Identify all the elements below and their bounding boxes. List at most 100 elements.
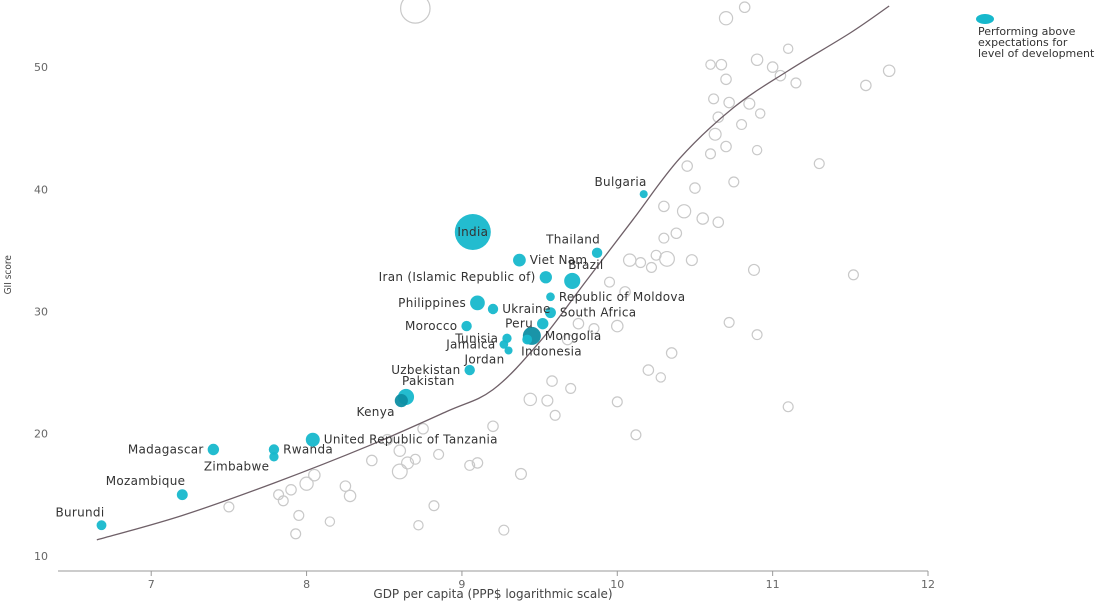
point-label: Zimbabwe [204, 459, 269, 473]
economy-point [712, 111, 725, 123]
point-label: Indonesia [521, 344, 582, 358]
economy-point [715, 58, 728, 71]
economy-point [813, 158, 825, 170]
y-tick-label: 50 [34, 61, 48, 74]
other-economies-points [223, 0, 896, 540]
point-label: Rwanda [283, 442, 333, 456]
point-label: Viet Nam [530, 253, 588, 267]
point-label: Burundi [55, 505, 104, 519]
economy-point [766, 61, 779, 73]
economy-point [782, 43, 794, 55]
point-label: Thailand [545, 233, 600, 247]
economy-point [790, 77, 802, 89]
economy-point [774, 69, 787, 82]
economy-point [603, 276, 616, 288]
economy-point-highlight [305, 432, 320, 447]
economy-point [401, 456, 415, 470]
economy-point [782, 401, 794, 413]
economy-point [728, 176, 740, 188]
trend-line [96, 5, 890, 541]
economy-point-highlight [546, 292, 555, 302]
economy-point [433, 448, 445, 460]
economy-point [705, 59, 716, 70]
economy-point [712, 216, 725, 229]
economy-point [685, 254, 698, 267]
point-label: Bulgaria [595, 175, 647, 189]
economy-point [223, 501, 235, 513]
point-label: Peru [505, 317, 533, 331]
economy-point [572, 317, 585, 330]
economy-point-highlight [176, 489, 188, 501]
economy-point [658, 232, 670, 244]
economy-point-highlight [513, 253, 526, 267]
economy-point [277, 495, 289, 507]
y-ticks: 10 20 30 40 50 [34, 61, 48, 563]
x-tick-label: 7 [148, 578, 155, 591]
economy-point-highlight [470, 295, 485, 311]
economy-point [681, 160, 693, 172]
economy-point [754, 108, 766, 119]
x-tick-label: 10 [610, 578, 624, 591]
economy-point [413, 519, 424, 531]
economy-point [546, 375, 558, 387]
point-label: Brazil [568, 258, 603, 272]
economy-point-highlight [537, 317, 549, 330]
economy-point [655, 372, 667, 383]
economy-point [514, 467, 528, 480]
economy-point-highlight [461, 320, 472, 332]
economy-point [417, 422, 429, 435]
y-tick-label: 40 [34, 183, 48, 196]
economy-point [324, 516, 336, 527]
point-label: Iran (Islamic Republic of) [379, 270, 536, 284]
economy-point [339, 480, 352, 492]
economy-point [611, 396, 623, 408]
economy-point [718, 11, 734, 26]
point-label: India [457, 225, 488, 239]
economy-point [630, 429, 642, 441]
point-label: South Africa [560, 306, 637, 320]
economy-point [723, 96, 735, 109]
economy-point [391, 463, 408, 480]
economy-point [541, 394, 554, 407]
economy-point [704, 148, 717, 160]
economy-point [498, 524, 510, 536]
point-label: Republic of Moldova [559, 290, 686, 304]
point-label: Uzbekistan [391, 363, 460, 377]
point-label: Jamaica [445, 337, 495, 351]
economy-point [723, 316, 735, 328]
economy-point [400, 0, 431, 24]
economy-point-highlight [96, 520, 107, 531]
economy-point [393, 444, 407, 458]
economy-point [487, 420, 499, 433]
economy-point [642, 364, 655, 376]
economy-point-highlight [591, 247, 603, 258]
y-tick-label: 30 [34, 305, 48, 318]
economy-point [471, 457, 484, 469]
economy-point-highlight [454, 214, 491, 251]
economy-point [751, 329, 763, 341]
point-label: Morocco [405, 319, 457, 333]
x-axis-label: GDP per capita (PPP$ logarithmic scale) [373, 587, 612, 601]
economy-point [708, 127, 722, 141]
economy-point [610, 319, 624, 333]
economy-point [549, 409, 561, 421]
economy-point-highlight [545, 307, 556, 319]
point-labels: India Bulgaria Thailand Viet Nam Iran (Islam… [55, 175, 685, 519]
point-label: Pakistan [402, 374, 455, 388]
economy-point [343, 489, 357, 503]
economy-point-highlight [269, 452, 279, 462]
economy-point [285, 484, 297, 496]
point-label: Madagascar [128, 442, 204, 456]
x-tick-label: 12 [921, 578, 935, 591]
economy-point [308, 468, 321, 482]
economy-point [619, 286, 631, 298]
point-label: Tunisia [454, 331, 498, 345]
economy-point [689, 182, 701, 194]
economy-point [720, 140, 732, 153]
point-label: Mozambique [106, 474, 186, 488]
economy-point [882, 64, 896, 78]
economy-point [290, 528, 302, 540]
point-label: United Republic of Tanzania [324, 433, 498, 447]
economy-point-highlight [487, 303, 499, 315]
